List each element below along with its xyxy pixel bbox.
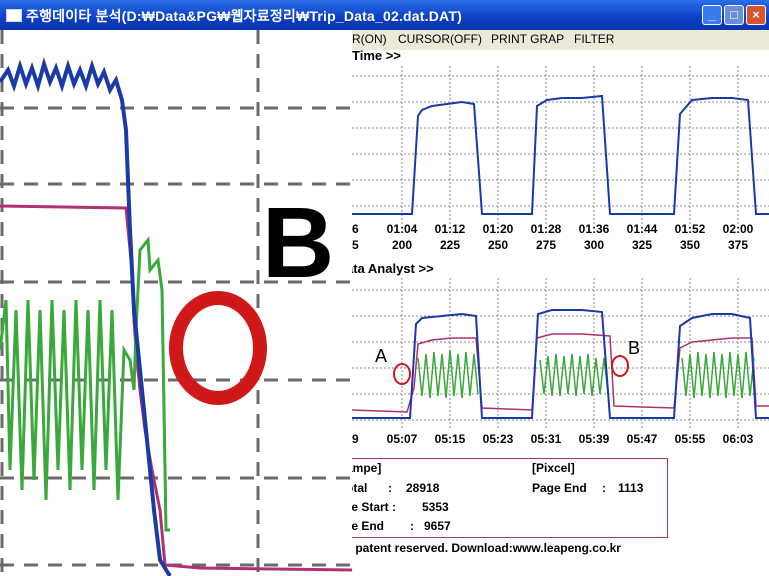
tick-label: 275 [535, 238, 557, 252]
close-icon: × [752, 7, 760, 22]
info-total-colon: : [388, 481, 392, 495]
maximize-icon: □ [730, 7, 738, 22]
info-page-end-label: ge End [344, 519, 385, 533]
tick-label: 01:36 [578, 222, 610, 236]
tick-label: 06:03 [722, 432, 754, 446]
bottom-chart-blue-trace [352, 309, 769, 419]
tick-label: 01:44 [626, 222, 658, 236]
tick-label: 05:47 [626, 432, 658, 446]
window-title: 주행데이타 분석(D:₩Data&PG₩웹자료정리₩Trip_Data_02.d… [26, 8, 462, 24]
tick-label: 300 [583, 238, 605, 252]
tick-label: 225 [439, 238, 461, 252]
zoom-blue-trace [0, 57, 172, 576]
zoom-grid [0, 30, 352, 576]
info-right-title: [Pixcel] [532, 461, 575, 475]
info-page-end-value: 9657 [424, 519, 451, 533]
footer-text: M patent reserved. Download:www.leapeng.… [342, 541, 621, 555]
top-chart-grid [352, 66, 769, 226]
bottom-chart-label: ata Analyst >> [346, 261, 434, 276]
marker-b-label: B [628, 338, 641, 358]
tick-label: 250 [487, 238, 509, 252]
info-page-end-colon: : [410, 519, 414, 533]
marker-a-label: A [375, 346, 388, 366]
tick-label: 05:15 [434, 432, 466, 446]
menu-item-cursor[interactable]: CURSOR(OFF) [398, 32, 482, 46]
tick-label: 05:55 [674, 432, 706, 446]
info-left-title: ampe] [346, 461, 382, 475]
zoom-marker-letter: B [262, 187, 335, 299]
marker-a-circle [393, 363, 411, 385]
tick-label: 05:31 [530, 432, 562, 446]
menu-item-record[interactable]: R(ON) [352, 32, 387, 46]
tick-label: 325 [631, 238, 653, 252]
tick-label: 01:04 [386, 222, 418, 236]
maximize-button[interactable]: □ [724, 5, 744, 25]
close-button[interactable]: × [746, 5, 766, 25]
zoom-marker-circle [169, 291, 267, 405]
info-total-value: 28918 [406, 481, 440, 495]
zoom-green-trace [0, 236, 170, 532]
top-chart-speed-trace [352, 94, 769, 215]
tick-label: 05:23 [482, 432, 514, 446]
zoom-overlay [0, 30, 352, 576]
info-right-colon: : [602, 481, 606, 495]
menu-bar: R(ON) CURSOR(OFF) PRINT GRAP FILTER [352, 30, 769, 50]
bottom-chart-pink-trace [352, 333, 769, 413]
minimize-button[interactable]: _ [702, 5, 722, 25]
info-page-start-label: ge Start : [344, 500, 397, 514]
info-right-page-end-value: 1113 [618, 481, 644, 495]
tick-label: 200 [391, 238, 413, 252]
tick-label: 05:07 [386, 432, 418, 446]
info-box [336, 458, 668, 538]
info-page-start-value: 5353 [422, 500, 449, 514]
tick-label: 01:28 [530, 222, 562, 236]
bottom-chart [352, 278, 769, 430]
top-chart [352, 66, 769, 226]
tick-label: 375 [727, 238, 749, 252]
tick-label: 01:12 [434, 222, 466, 236]
top-chart-label: Time >> [352, 48, 401, 63]
tick-label: 02:00 [722, 222, 754, 236]
tick-label: 05:39 [578, 432, 610, 446]
tick-label: 350 [679, 238, 701, 252]
app-icon [6, 9, 22, 22]
tick-label: 01:52 [674, 222, 706, 236]
minimize-icon: _ [708, 7, 716, 22]
tick-label: 01:20 [482, 222, 514, 236]
bottom-chart-green-trace [417, 349, 755, 399]
menu-item-filter[interactable]: FILTER [574, 32, 615, 46]
marker-b-circle [611, 355, 629, 377]
title-bar: 주행데이타 분석(D:₩Data&PG₩웹자료정리₩Trip_Data_02.d… [0, 0, 769, 30]
menu-item-print-graph[interactable]: PRINT GRAP [491, 32, 565, 46]
info-right-page-end-label: Page End [532, 481, 587, 495]
